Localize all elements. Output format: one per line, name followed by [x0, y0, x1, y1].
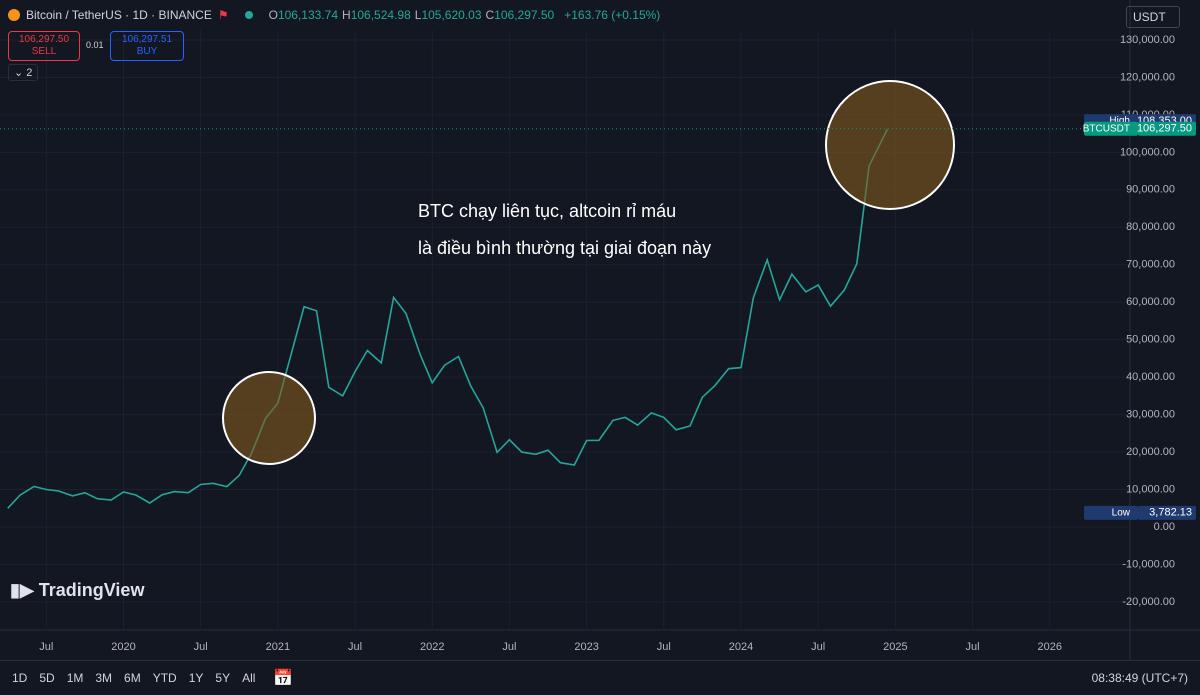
indicator-count: 2: [26, 67, 33, 79]
clock: 08:38:49 (UTC+7): [1091, 671, 1188, 685]
y-tick-label: 130,000.00: [1120, 34, 1175, 46]
change: +163.76 (+0.15%): [564, 8, 661, 22]
range-button[interactable]: 1D: [12, 671, 28, 685]
y-tick-label: 90,000.00: [1126, 184, 1175, 196]
y-tick-label: 80,000.00: [1126, 221, 1175, 233]
highlight-circle: [222, 371, 316, 465]
ohlc-value: 106,133.74: [277, 8, 339, 22]
buy-price: 106,297.51: [121, 34, 173, 45]
logo-text: TradingView: [38, 580, 145, 600]
x-tick-label: 2025: [883, 641, 907, 653]
indicator-toggle[interactable]: ⌄ 2: [8, 64, 39, 81]
sell-price: 106,297.50: [18, 34, 70, 45]
price-tag: [1084, 121, 1138, 136]
y-tick-label: 20,000.00: [1126, 446, 1175, 458]
x-tick-label: Jul: [811, 641, 825, 653]
price-tag: [1138, 121, 1196, 136]
ohlc-key: L: [414, 8, 422, 22]
ohlc-key: O: [268, 8, 278, 22]
ohlc-key: C: [485, 8, 495, 22]
range-button[interactable]: 1M: [66, 671, 84, 685]
bottom-toolbar: 1D 5D 1M 3M 6M YTD 1Y 5Y All 📅 08:38:49 (UTC+7): [0, 660, 1200, 695]
y-tick-label: 60,000.00: [1126, 296, 1175, 308]
buy-label: BUY: [136, 46, 158, 57]
sell-button[interactable]: 106,297.50 SELL: [8, 31, 80, 61]
x-tick-label: Jul: [502, 641, 516, 653]
price-tag-value: 3,782.13: [1149, 507, 1192, 519]
y-tick-label: -10,000.00: [1122, 558, 1175, 570]
range-button[interactable]: 1Y: [188, 671, 204, 685]
ohlc-value: 106,524.98: [350, 8, 411, 22]
y-tick-label: 0.00: [1154, 521, 1175, 533]
price-tag-name: High: [1109, 116, 1130, 127]
x-tick-label: 2022: [420, 641, 444, 653]
range-buttons: 1D 5D 1M 3M 6M YTD 1Y 5Y All: [0, 671, 255, 685]
annotation: là điều bình thường tại giai đoạn này: [418, 238, 711, 258]
flag[interactable]: ⚑: [217, 8, 229, 22]
highlight-circle: [825, 80, 955, 210]
x-tick-label: 2021: [266, 641, 290, 653]
logo: ▮▶ TradingView: [10, 580, 145, 600]
x-tick-label: 2024: [729, 641, 753, 653]
y-tick-label: -20,000.00: [1122, 596, 1175, 608]
ohlc: O106,133.74 H106,524.98 L105,620.03 C106,29…: [269, 8, 559, 22]
annotation: BTC chạy liên tục, altcoin rỉ máu: [418, 201, 676, 221]
x-tick-label: 2023: [574, 641, 598, 653]
currency: USDT: [1133, 10, 1166, 24]
range-button[interactable]: 3M: [95, 671, 113, 685]
price-tag: [1084, 505, 1138, 520]
symbol[interactable]: Bitcoin / TetherUS · 1D · BINANCE: [26, 8, 212, 22]
ohlc-value: 106,297.50: [494, 8, 555, 22]
x-tick-label: Jul: [194, 641, 208, 653]
x-tick-label: Jul: [966, 641, 980, 653]
goto-date[interactable]: 📅: [273, 670, 294, 687]
x-tick-label: 2026: [1037, 641, 1061, 653]
currency-select[interactable]: USDT: [1126, 6, 1180, 28]
x-tick-label: Jul: [348, 641, 362, 653]
y-tick-label: 70,000.00: [1126, 259, 1175, 271]
market-status: [244, 11, 253, 19]
range-button[interactable]: YTD: [152, 671, 177, 685]
chart: 130,000.00120,000.00110,000.00100,000.00…: [0, 0, 1200, 660]
ohlc-key: H: [342, 8, 351, 22]
range-button[interactable]: 6M: [124, 671, 141, 685]
sell-label: SELL: [31, 46, 57, 57]
range-button[interactable]: 5D: [39, 671, 55, 685]
y-tick-label: 120,000.00: [1120, 71, 1175, 83]
ohlc-value: 105,620.03: [421, 8, 482, 22]
y-tick-label: 40,000.00: [1126, 371, 1175, 383]
range-button[interactable]: All: [242, 671, 256, 685]
x-tick-label: Jul: [39, 641, 53, 653]
symbol-header: Bitcoin / TetherUS · 1D · BINANCE ⚑ O106…: [8, 8, 660, 22]
price-tag-name: Low: [1112, 507, 1131, 518]
y-tick-label: 50,000.00: [1126, 334, 1175, 346]
y-tick-label: 30,000.00: [1126, 409, 1175, 421]
y-tick-label: 10,000.00: [1126, 483, 1175, 495]
buy-button[interactable]: 106,297.51 BUY: [110, 31, 184, 61]
x-tick-label: 2020: [111, 641, 135, 653]
price-tag-value: 106,297.50: [1137, 123, 1192, 135]
price-tag-name: BTCUSDT: [1083, 123, 1130, 134]
price-tag: [1138, 505, 1196, 520]
x-tick-label: Jul: [657, 641, 671, 653]
btc-icon: [8, 9, 20, 21]
y-tick-label: 100,000.00: [1120, 146, 1175, 158]
spread: 0.01: [86, 40, 104, 50]
price-line: [7, 128, 889, 509]
range-button[interactable]: 5Y: [215, 671, 231, 685]
